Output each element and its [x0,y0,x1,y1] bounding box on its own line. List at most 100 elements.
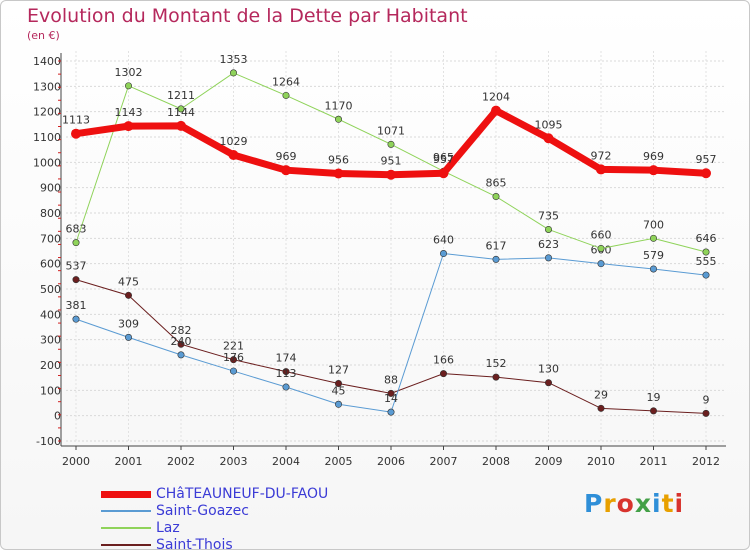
data-label: 9 [703,393,710,406]
y-tick-label: 0 [54,410,61,423]
legend-item: Saint-Goazec [101,503,249,519]
data-point [72,239,80,247]
logo-letter: r [603,489,617,518]
y-tick-label: 1100 [33,131,61,144]
logo-letter: P [584,489,604,518]
x-tick-label: 2006 [377,455,405,468]
data-point [125,82,133,90]
data-point [648,165,659,176]
y-tick-label: 500 [40,283,61,296]
data-label: 221 [223,340,244,353]
data-point [72,315,80,323]
y-tick-label: 1300 [33,80,61,93]
data-label: 957 [696,153,717,166]
data-point [387,389,395,397]
data-point [387,140,395,148]
data-label: 1095 [535,118,563,131]
data-label: 174 [276,352,297,365]
data-point [281,165,291,176]
legend-label: CHâTEAUNEUF-DU-FAOU [156,486,329,502]
series-saint-goazec: 3813092401761134514640617623600579555 [66,234,717,416]
legend-item: Saint-Thois [101,537,233,549]
data-label: 282 [171,324,192,337]
data-point [492,193,500,201]
series-ch-teauneuf-du-faou: 1113 1143 1144 1029 969 956 951 957 1204 1095 972 9… [62,91,717,180]
data-point [282,91,290,99]
data-label: 1353 [220,53,248,66]
data-point [333,168,344,179]
data-point [72,276,80,284]
data-label: 555 [696,255,717,268]
data-point [71,128,81,139]
data-label: 969 [643,150,664,163]
data-point [177,351,185,359]
legend-swatch [101,490,151,498]
data-point [544,379,552,387]
legend-swatch [101,527,151,529]
data-point [597,244,605,252]
data-point [491,105,501,116]
x-tick-label: 2012 [692,455,720,468]
logo-letter: t [661,489,675,518]
data-point [702,248,710,256]
legend-swatch [101,544,151,546]
data-label: 537 [66,260,87,273]
x-tick-label: 2002 [167,455,195,468]
unit-label: (en €) [27,29,60,42]
y-tick-label: 300 [40,334,61,347]
data-label: 617 [486,239,507,252]
data-label: 1211 [167,89,195,102]
data-point [544,225,552,233]
data-label: 1264 [272,75,300,88]
data-point [230,69,238,77]
data-point [439,250,447,258]
data-label: 660 [591,228,612,241]
data-point [334,379,342,387]
data-point [543,133,554,144]
data-point [123,121,134,132]
data-point [702,409,710,417]
data-label: 176 [223,351,244,364]
data-label: 1144 [167,106,195,119]
proxiti-logo: Proxiti [584,489,684,518]
data-label: 972 [591,149,612,162]
x-tick-label: 2007 [430,455,458,468]
data-label: 29 [594,388,608,401]
logo-letter: x [634,489,652,518]
data-point [439,370,447,378]
data-label: 969 [276,150,297,163]
y-tick-label: 600 [40,258,61,271]
y-tick-label: 1400 [33,55,61,68]
data-label: 381 [66,299,87,312]
x-tick-label: 2008 [482,455,510,468]
data-label: 166 [433,354,454,367]
data-point [176,120,186,131]
legend-label: Laz [156,520,180,536]
data-label: 152 [486,357,507,370]
data-label: 579 [643,249,664,262]
data-point [649,265,657,273]
data-label: 956 [328,153,349,166]
data-label: 113 [276,367,297,380]
y-tick-label: 100 [40,384,61,397]
y-tick-label: 800 [40,207,61,220]
data-label: 309 [118,317,139,330]
data-point [596,164,606,175]
data-point [125,333,133,341]
data-point [702,271,710,279]
data-point [492,373,500,381]
x-tick-label: 2001 [115,455,143,468]
y-tick-label: 700 [40,232,61,245]
data-label: 1302 [115,66,143,79]
data-point [334,400,342,408]
series-laz: 683 1302 1211 1353 1264 1170 1071 965 865 735 660 7… [66,53,717,256]
data-point [228,149,239,160]
data-point [597,260,605,268]
data-point [544,254,552,262]
data-label: 1170 [325,99,353,112]
x-tick-label: 2005 [325,455,353,468]
legend-label: Saint-Goazec [156,503,249,519]
data-label: 735 [538,209,559,222]
legend-item: Laz [101,520,180,536]
data-point [177,105,185,113]
